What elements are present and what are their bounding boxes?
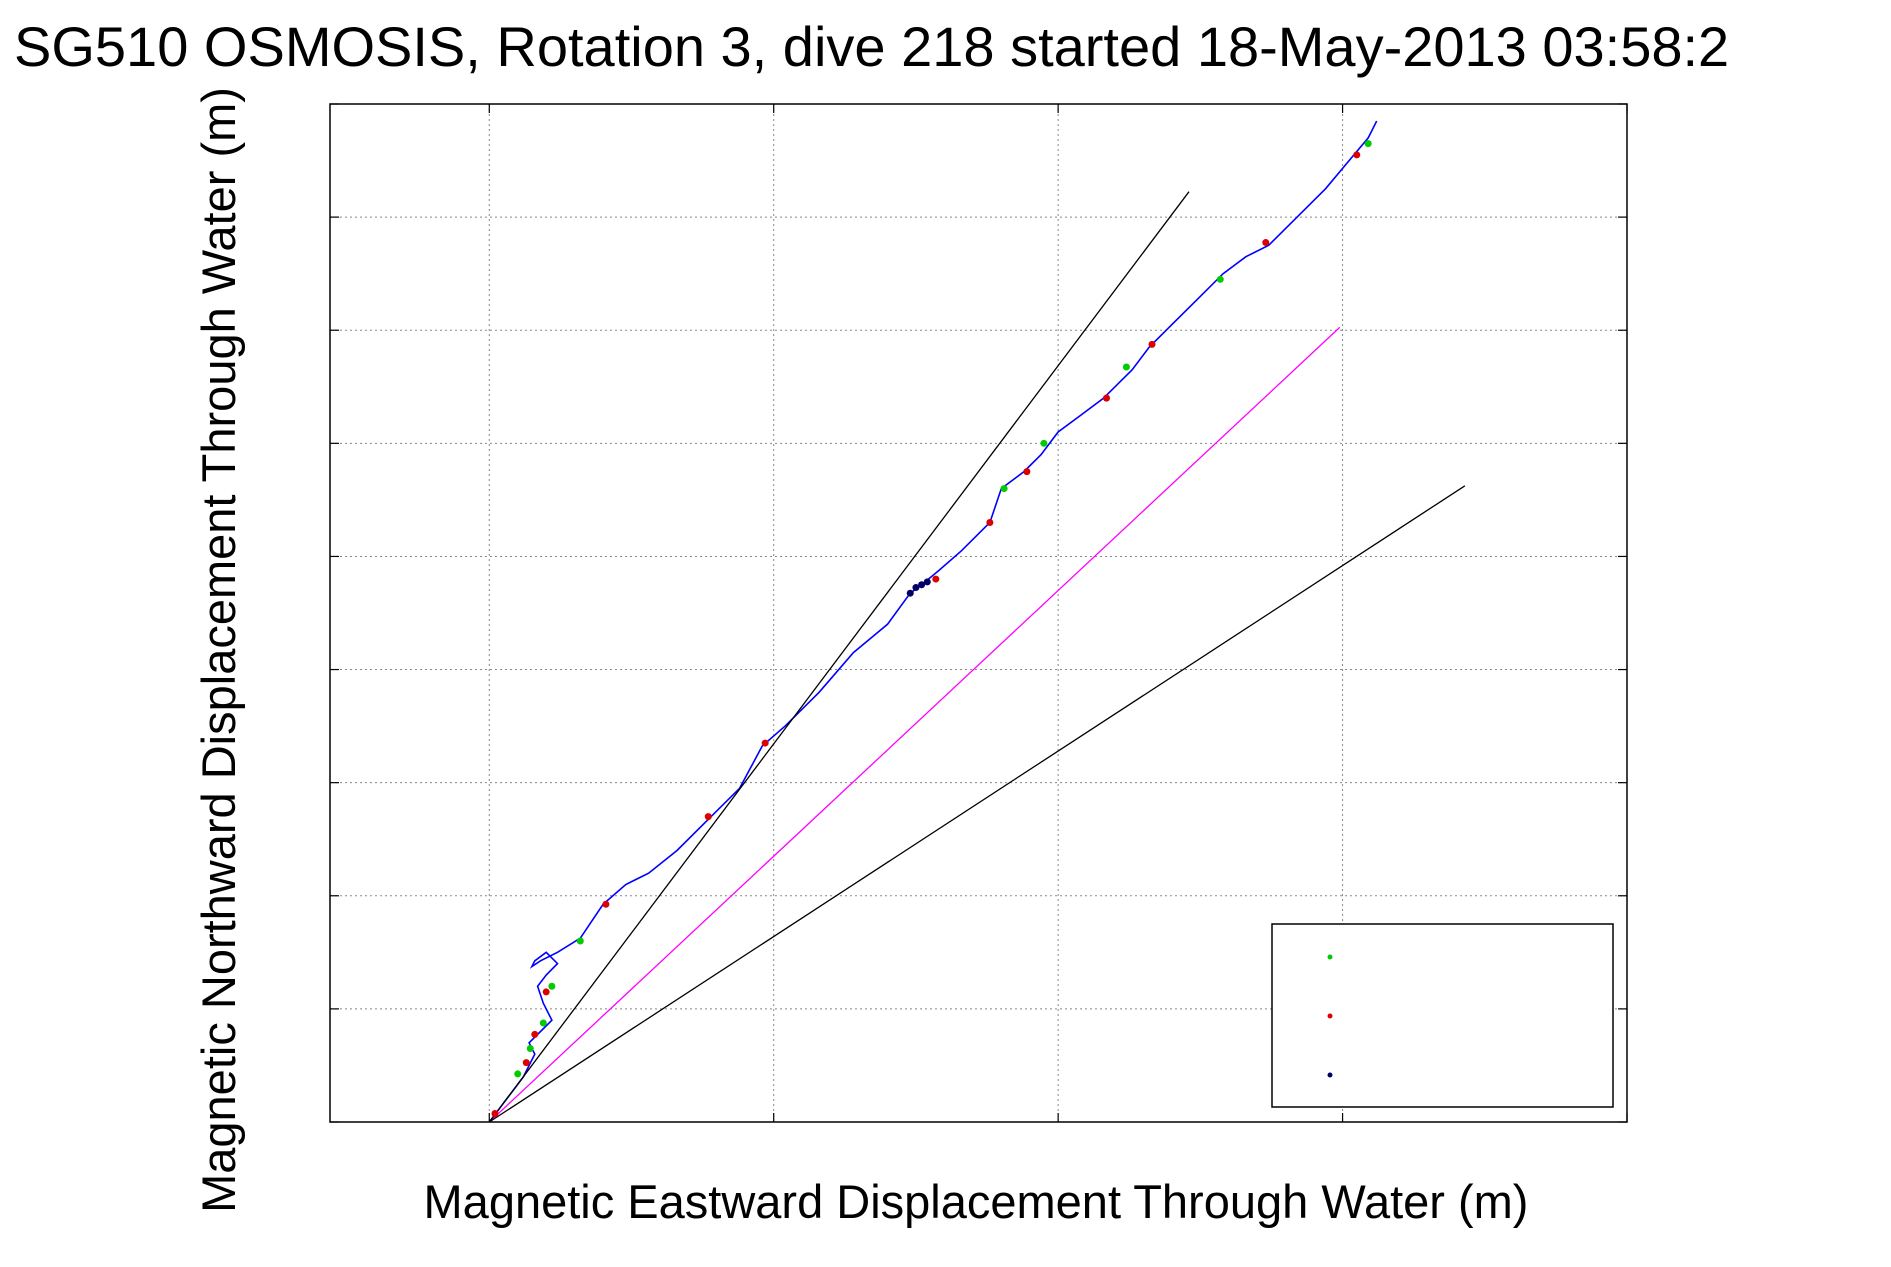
series-point-roll-to-left <box>1353 151 1361 159</box>
legend <box>1271 923 1614 1108</box>
series-point-roll-to-left <box>522 1059 530 1067</box>
series-point-roll-to-left <box>761 739 769 747</box>
series-point-roll-to-left <box>602 900 610 908</box>
series-line-dive-average-track <box>488 326 1341 1123</box>
series-point-roll-to-right <box>1216 275 1224 283</box>
series-point-roll-to-left <box>986 519 994 527</box>
series-point-roll-to-right <box>1000 485 1008 493</box>
y-axis-label: Magnetic Northward Displacement Through … <box>192 87 245 1213</box>
series-point-roll-to-left <box>542 988 550 996</box>
series-point-roll-to-left <box>704 813 712 821</box>
series-point-roll-to-left <box>531 1030 539 1038</box>
series-line-guide-line-upper <box>488 191 1190 1123</box>
series-point-roll-to-right <box>548 982 556 990</box>
series-point-pump <box>912 584 920 592</box>
legend-items <box>1327 954 1333 1078</box>
legend-marker <box>1327 954 1333 960</box>
x-axis-label: Magnetic Eastward Displacement Through W… <box>424 1175 1529 1228</box>
series-point-roll-to-left <box>1023 468 1031 476</box>
series-layer <box>488 120 1466 1123</box>
series-point-roll-to-left <box>1262 239 1270 247</box>
legend-box <box>1271 923 1614 1108</box>
series-point-roll-to-right <box>576 937 584 945</box>
series-line-guide-line-lower <box>488 485 1466 1123</box>
series-point-roll-to-right <box>1364 140 1372 148</box>
series-point-pump <box>923 578 931 586</box>
series-point-pump <box>906 589 914 597</box>
series-point-pump <box>918 581 926 589</box>
series-point-roll-to-right <box>1122 363 1130 371</box>
plot-frame <box>329 103 1628 1123</box>
series-point-roll-to-right <box>1040 439 1048 447</box>
series-point-roll-to-left <box>491 1110 499 1118</box>
series-point-roll-to-right <box>526 1044 534 1052</box>
legend-marker <box>1327 1013 1333 1019</box>
series-line-track <box>488 120 1378 1123</box>
series-point-roll-to-left <box>1102 394 1110 402</box>
series-point-roll-to-left <box>932 575 940 583</box>
series-point-roll-to-left <box>1148 340 1156 348</box>
series-point-roll-to-right <box>539 1019 547 1027</box>
chart-title: SG510 OSMOSIS, Rotation 3, dive 218 star… <box>14 15 1729 78</box>
axes <box>329 103 1628 1123</box>
series-point-roll-to-right <box>514 1070 522 1078</box>
legend-marker <box>1327 1072 1333 1078</box>
